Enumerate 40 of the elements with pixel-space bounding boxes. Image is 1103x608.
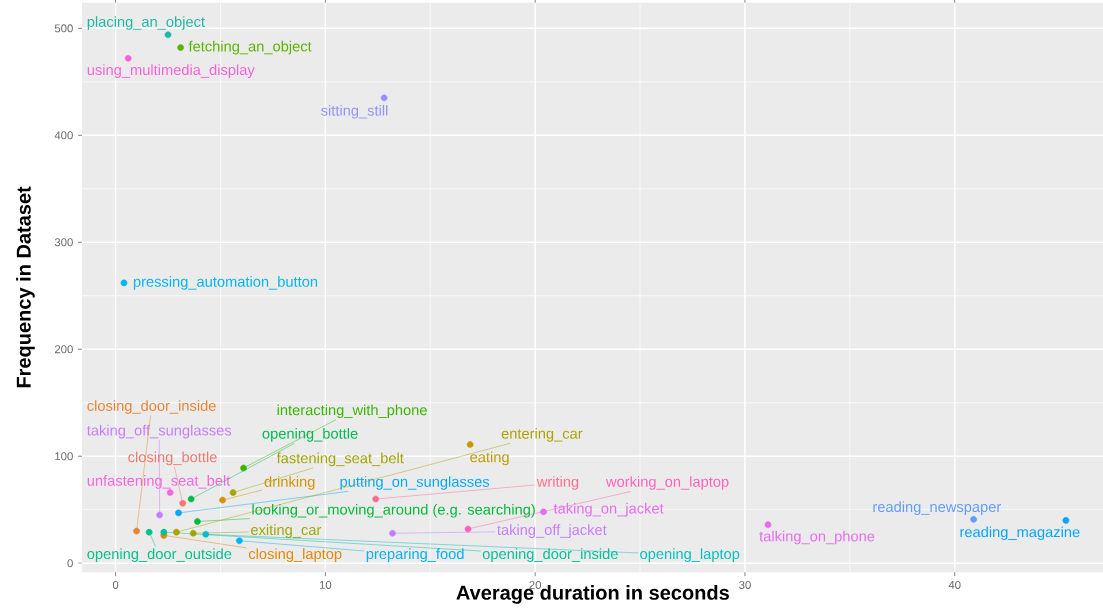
y-tick-label: 0 [67, 559, 73, 568]
x-tick-label: 30 [739, 580, 751, 589]
text: opening_door_inside [482, 548, 618, 562]
text: interacting_with_phone [277, 404, 427, 419]
x-tick-label: 40 [948, 580, 961, 589]
text: putting_on_sunglasses [340, 476, 490, 490]
text: looking_or_moving_around (e.g. searching) [252, 503, 535, 518]
series-label: reading_magazine [960, 526, 1080, 540]
text: fastening_seat_belt [276, 452, 404, 467]
series-label: talking_on_phone [759, 530, 875, 545]
text: opening_bottle [262, 427, 358, 442]
text: working_on_laptop [605, 476, 729, 490]
text: drinking [264, 476, 315, 490]
y-tick-label: 400 [54, 131, 73, 140]
y-tick-label: 200 [54, 345, 73, 354]
series-label: fetching_an_object [188, 40, 312, 55]
y-tick-label: 100 [55, 452, 73, 461]
x-tick-label: 0 [112, 580, 119, 589]
series-label: taking_on_jacket [553, 502, 664, 517]
text: closing_bottle [128, 451, 217, 466]
y-tick-label: 500 [54, 24, 73, 33]
x-tick-label: 10 [319, 580, 332, 589]
y-axis-title: Frequency in Dataset [16, 186, 35, 388]
text: closing_door_inside [87, 400, 216, 414]
series-label: eating [470, 451, 509, 466]
text: writing [536, 476, 579, 490]
text: closing_laptop [248, 548, 342, 562]
series-label: placing_an_object [87, 16, 205, 30]
text: entering_car [501, 427, 583, 442]
legend-label: opening_door_outside [87, 548, 232, 562]
text: opening_laptop [640, 548, 740, 562]
text: exiting_car [251, 524, 322, 538]
series-label: pressing_automation_button [133, 276, 318, 290]
series-label: reading_newspaper [873, 501, 1002, 515]
text: using_multimedia_display [87, 64, 255, 78]
series-label: sitting_still [321, 104, 388, 119]
text: preparing_food [366, 548, 464, 562]
text: taking_off_sunglasses [87, 424, 232, 439]
y-tick-label: 300 [54, 238, 73, 247]
text: taking_off_jacket [497, 524, 607, 538]
